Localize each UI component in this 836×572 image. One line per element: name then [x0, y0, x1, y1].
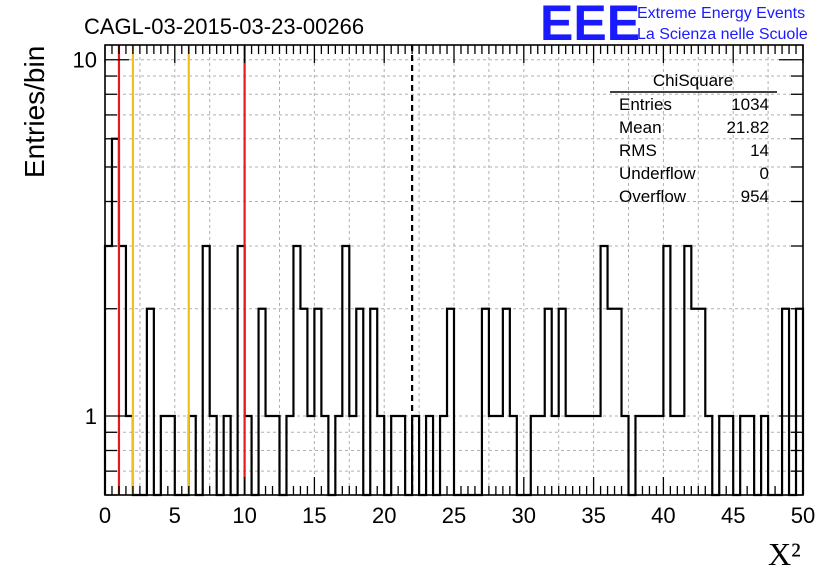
stats-rows: Entries 1034 Mean 21.82 RMS 14 Underflow 0 Overf… — [619, 95, 769, 206]
eee-logo: EEE Extreme Energy Events La Scienza nel… — [540, 0, 808, 51]
tick-labels: 0 5 10 15 20 25 30 35 40 45 50 1 10 — [73, 48, 816, 528]
logo-line-2: La Scienza nelle Scuole — [637, 26, 808, 43]
histogram-bars — [103, 137, 805, 497]
x-tick-label: 25 — [442, 503, 466, 528]
stats-box: ChiSquare Entries 1034 Mean 21.82 RMS 14 Under… — [610, 71, 777, 206]
stats-label: Underflow — [619, 164, 696, 183]
x-tick-label: 30 — [512, 503, 536, 528]
stats-label: Mean — [619, 118, 662, 137]
stats-value: 0 — [760, 164, 769, 183]
stats-title: ChiSquare — [653, 71, 733, 90]
logo-mark: EEE — [540, 0, 640, 51]
stats-label: Entries — [619, 95, 672, 114]
stats-value: 21.82 — [726, 118, 769, 137]
axes — [104, 44, 804, 496]
histogram-outline — [103, 137, 805, 497]
x-tick-label: 45 — [721, 503, 745, 528]
x-tick-label: 5 — [169, 503, 181, 528]
stats-value: 954 — [741, 187, 769, 206]
y-axis-title: Entries/bin — [19, 46, 50, 178]
y-tick-label: 1 — [85, 404, 97, 429]
stats-value: 1034 — [731, 95, 769, 114]
stats-value: 14 — [750, 141, 769, 160]
x-tick-label: 15 — [302, 503, 326, 528]
stats-label: Overflow — [619, 187, 687, 206]
reference-lines — [117, 45, 414, 495]
stats-label: RMS — [619, 141, 657, 160]
x-tick-label: 20 — [372, 503, 396, 528]
x-tick-label: 40 — [651, 503, 675, 528]
x-tick-label: 10 — [232, 503, 256, 528]
y-tick-label: 10 — [73, 48, 97, 73]
chart-title: CAGL-03-2015-03-23-00266 — [84, 14, 364, 39]
x-tick-label: 0 — [99, 503, 111, 528]
logo-line-1: Extreme Energy Events — [637, 5, 805, 22]
x-axis-title: X² — [768, 536, 801, 572]
x-tick-label: 50 — [791, 503, 815, 528]
x-tick-label: 35 — [581, 503, 605, 528]
